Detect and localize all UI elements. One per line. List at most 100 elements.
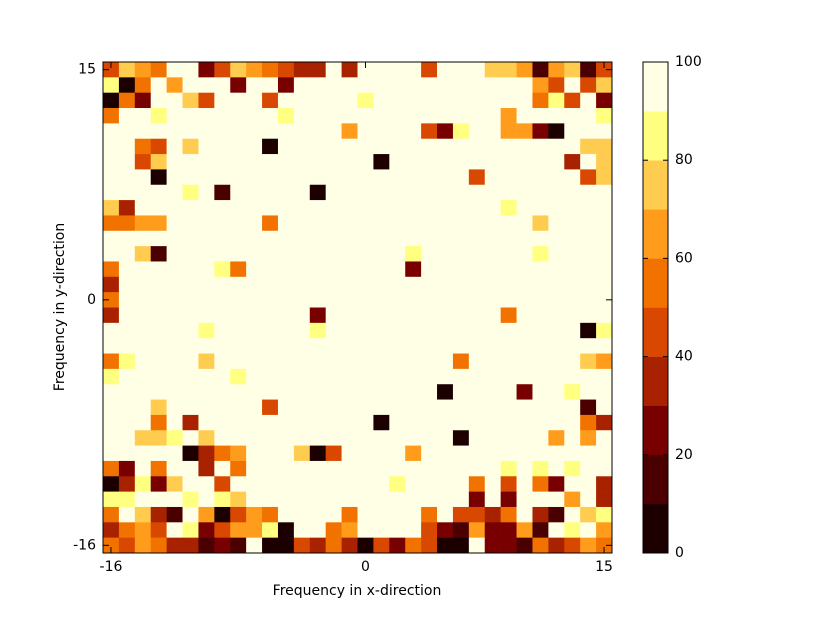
- heatmap-cell: [373, 445, 390, 462]
- heatmap-cell: [580, 276, 597, 293]
- heatmap-cell: [214, 491, 231, 508]
- heatmap-cell: [293, 338, 311, 354]
- heatmap-cell: [118, 506, 136, 523]
- heatmap-cell: [214, 537, 231, 554]
- heatmap-cell: [468, 491, 486, 508]
- heatmap-cell: [277, 537, 295, 554]
- heatmap-cell: [198, 215, 215, 232]
- heatmap-cell: [405, 491, 422, 508]
- heatmap-cell: [246, 522, 263, 538]
- heatmap-cell: [262, 414, 279, 431]
- heatmap-cell: [166, 476, 183, 492]
- heatmap-cell: [230, 215, 247, 232]
- heatmap-cell: [516, 430, 533, 446]
- heatmap-cell: [166, 62, 183, 78]
- heatmap-cell: [405, 430, 422, 446]
- heatmap-cell: [134, 108, 152, 124]
- heatmap-cell: [309, 200, 326, 216]
- heatmap-cell: [230, 368, 247, 385]
- heatmap-cell: [564, 430, 581, 446]
- heatmap-cell: [341, 292, 358, 308]
- heatmap-cell: [500, 154, 517, 170]
- heatmap-cell: [405, 77, 422, 93]
- heatmap-cell: [198, 261, 215, 278]
- heatmap-cell: [373, 246, 390, 262]
- heatmap-cell: [150, 476, 167, 492]
- heatmap-cell: [373, 384, 390, 400]
- colorbar-band: [643, 209, 668, 259]
- colorbar-tick-label: 0: [675, 545, 684, 561]
- heatmap-cell: [500, 215, 517, 232]
- heatmap-cell: [405, 460, 422, 477]
- heatmap-cell: [214, 430, 231, 446]
- heatmap-cell: [548, 230, 565, 247]
- heatmap-cell: [564, 522, 581, 538]
- heatmap-cell: [373, 92, 390, 109]
- heatmap-cell: [516, 215, 533, 232]
- heatmap-cell: [500, 338, 517, 354]
- heatmap-cell: [134, 338, 152, 354]
- heatmap-cell: [182, 399, 199, 416]
- heatmap-cell: [484, 506, 501, 523]
- y-tick-label: 15: [78, 62, 96, 78]
- heatmap-cell: [277, 92, 295, 109]
- heatmap-cell: [516, 384, 533, 400]
- heatmap-cell: [468, 246, 486, 262]
- heatmap-cell: [309, 246, 326, 262]
- heatmap-cell: [548, 123, 565, 140]
- heatmap-cell: [500, 123, 517, 140]
- heatmap-cell: [596, 353, 613, 370]
- heatmap-cell: [516, 261, 533, 278]
- heatmap-cell: [389, 108, 406, 124]
- heatmap-cell: [262, 230, 279, 247]
- heatmap-cell: [150, 522, 167, 538]
- heatmap-cell: [150, 154, 167, 170]
- heatmap-cell: [405, 368, 422, 385]
- heatmap-cell: [421, 184, 438, 201]
- heatmap-cell: [309, 399, 326, 416]
- heatmap-cell: [532, 491, 549, 508]
- heatmap-cell: [134, 476, 152, 492]
- heatmap-cell: [277, 62, 295, 78]
- heatmap-cell: [103, 338, 120, 354]
- heatmap-cell: [405, 537, 422, 554]
- heatmap-cell: [103, 123, 120, 140]
- heatmap-cell: [103, 368, 120, 385]
- heatmap-cell: [596, 77, 613, 93]
- heatmap-cell: [293, 353, 311, 370]
- heatmap-cell: [262, 491, 279, 508]
- heatmap-cell: [421, 92, 438, 109]
- heatmap-cell: [405, 322, 422, 339]
- heatmap-cell: [277, 322, 295, 339]
- heatmap-cell: [134, 491, 152, 508]
- heatmap-cell: [580, 368, 597, 385]
- heatmap-cell: [182, 77, 199, 93]
- heatmap-cell: [484, 430, 501, 446]
- heatmap-cell: [357, 430, 374, 446]
- heatmap-cell: [134, 184, 152, 201]
- heatmap-cell: [532, 62, 549, 78]
- heatmap-cell: [198, 292, 215, 308]
- heatmap-cell: [118, 399, 136, 416]
- colorbar-tick-label: 100: [675, 54, 702, 70]
- heatmap-cell: [357, 322, 374, 339]
- heatmap-cell: [166, 169, 183, 186]
- heatmap-cell: [325, 506, 342, 523]
- heatmap-cell: [389, 62, 406, 78]
- heatmap-cell: [230, 154, 247, 170]
- heatmap-cell: [293, 522, 311, 538]
- heatmap-cell: [198, 184, 215, 201]
- heatmap-cell: [277, 445, 295, 462]
- heatmap-cell: [532, 414, 549, 431]
- heatmap-cell: [532, 92, 549, 109]
- heatmap-cell: [548, 368, 565, 385]
- heatmap-cell: [182, 261, 199, 278]
- heatmap-cell: [198, 506, 215, 523]
- heatmap-cell: [198, 154, 215, 170]
- heatmap-cell: [325, 384, 342, 400]
- heatmap-cell: [214, 77, 231, 93]
- heatmap-cell: [532, 108, 549, 124]
- heatmap-cell: [103, 261, 120, 278]
- heatmap-cell: [103, 399, 120, 416]
- heatmap-cell: [452, 123, 470, 140]
